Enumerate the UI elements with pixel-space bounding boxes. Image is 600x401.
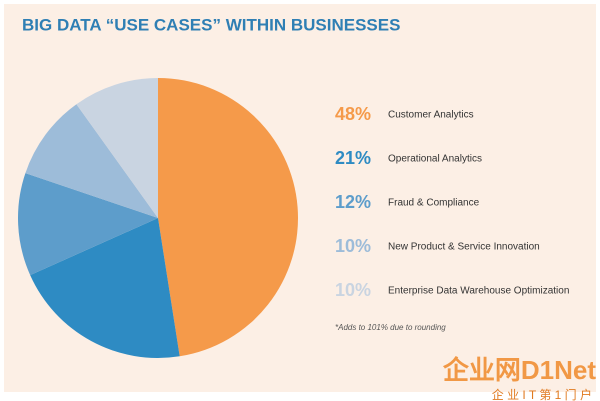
footnote: *Adds to 101% due to rounding (335, 323, 446, 332)
pie-slice (30, 218, 180, 358)
legend-label: Operational Analytics (388, 154, 482, 165)
legend-value: 10% (335, 280, 371, 300)
pie-slice (25, 104, 158, 218)
chart-title: BIG DATA “USE CASES” WITHIN BUSINESSES (22, 15, 400, 34)
legend-label: Enterprise Data Warehouse Optimization (388, 286, 569, 297)
pie-slice (76, 78, 158, 218)
legend-label: Fraud & Compliance (388, 198, 480, 209)
legend-label: New Product & Service Innovation (388, 242, 540, 253)
legend-value: 12% (335, 192, 371, 212)
watermark-logo: 企业网D1Net (443, 355, 596, 385)
pie-slice (17, 173, 158, 276)
legend-value: 21% (335, 148, 371, 168)
legend-value: 10% (335, 236, 371, 256)
watermark-tagline: 企 业 I T 第 1 门 户 (492, 387, 592, 401)
legend-label: Customer Analytics (388, 110, 474, 121)
legend-value: 48% (335, 104, 371, 124)
pie-slice (158, 78, 298, 357)
